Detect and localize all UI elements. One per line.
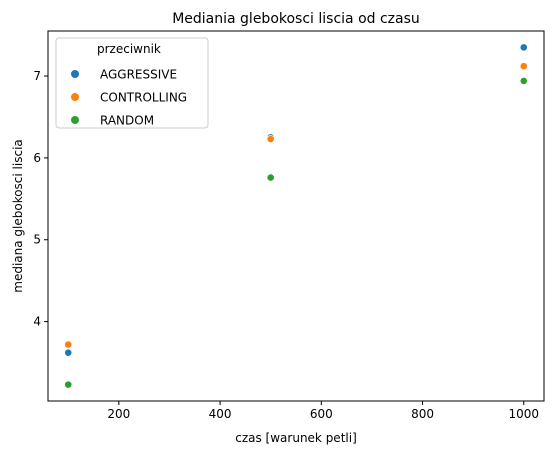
legend-label-controlling: CONTROLLING bbox=[100, 91, 187, 105]
chart-title: Mediania glebokosci liscia od czasu bbox=[172, 11, 420, 27]
legend-title: przeciwnik bbox=[97, 42, 161, 56]
legend: przeciwnik AGGRESSIVE CONTROLLING RANDOM bbox=[55, 37, 209, 129]
plot-content bbox=[64, 43, 528, 389]
legend-label-aggressive: AGGRESSIVE bbox=[100, 68, 177, 82]
x-axis-label: czas [warunek petli] bbox=[235, 431, 357, 445]
data-point-controlling bbox=[266, 135, 275, 143]
x-axis-ticks: 200 400 600 800 1000 bbox=[107, 401, 539, 421]
x-tick-label: 800 bbox=[411, 407, 434, 421]
y-axis-label: mediana glebokosci liscia bbox=[11, 139, 25, 293]
x-tick-label: 200 bbox=[107, 407, 130, 421]
x-tick-label: 400 bbox=[209, 407, 232, 421]
legend-items: AGGRESSIVE CONTROLLING RANDOM bbox=[71, 68, 187, 128]
y-tick-label: 7 bbox=[33, 69, 41, 83]
data-point-aggressive bbox=[64, 348, 73, 357]
y-tick-label: 4 bbox=[33, 315, 41, 329]
plot-frame bbox=[47, 30, 545, 402]
x-tick-label: 600 bbox=[310, 407, 333, 421]
legend-box bbox=[55, 37, 209, 129]
legend-marker-random bbox=[71, 116, 79, 124]
y-tick-label: 5 bbox=[33, 233, 41, 247]
y-axis-ticks: 4 5 6 7 bbox=[33, 69, 48, 329]
data-point-controlling bbox=[64, 340, 73, 349]
y-tick-label: 6 bbox=[33, 151, 41, 165]
legend-marker-controlling bbox=[71, 93, 79, 101]
data-point-controlling bbox=[519, 62, 528, 71]
x-tick-label: 1000 bbox=[508, 407, 539, 421]
legend-marker-aggressive bbox=[71, 70, 79, 78]
legend-label-random: RANDOM bbox=[100, 114, 154, 128]
data-point-aggressive bbox=[519, 43, 528, 52]
data-point-random bbox=[64, 380, 73, 389]
data-point-random bbox=[519, 77, 528, 85]
data-point-random bbox=[266, 173, 275, 182]
